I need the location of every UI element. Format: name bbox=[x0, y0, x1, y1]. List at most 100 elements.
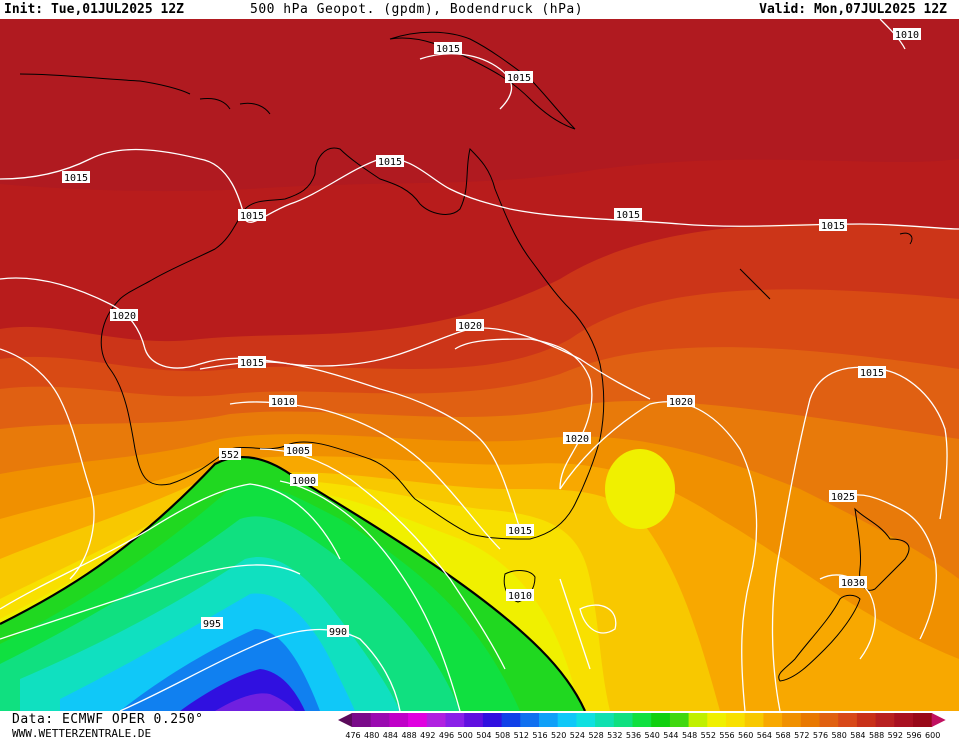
isobar-small-loop bbox=[579, 604, 617, 634]
legend-swatches bbox=[338, 713, 946, 727]
legend-swatch bbox=[913, 713, 933, 727]
isobar-1015-ng bbox=[419, 53, 513, 110]
field-592-top bbox=[0, 19, 959, 192]
legend-value: 544 bbox=[663, 731, 678, 740]
isobar-label: 1015 bbox=[240, 211, 264, 222]
legend-labels: 476 480 484 488 492 496 500 504 508 512 516 520 524 5… bbox=[345, 731, 940, 740]
field-512 bbox=[215, 693, 295, 711]
isobar-label: 1030 bbox=[841, 578, 865, 589]
legend-swatch bbox=[894, 713, 914, 727]
legend-value: 504 bbox=[476, 731, 491, 740]
legend-value: 532 bbox=[607, 731, 622, 740]
legend-swatch bbox=[464, 713, 484, 727]
legend-value: 500 bbox=[458, 731, 473, 740]
legend-value: 576 bbox=[813, 731, 828, 740]
field-556-blob bbox=[605, 449, 675, 529]
legend-value: 560 bbox=[738, 731, 753, 740]
legend-value: 580 bbox=[832, 731, 847, 740]
legend-swatch bbox=[352, 713, 372, 727]
isobar-1010-tas bbox=[559, 578, 591, 670]
legend-value: 520 bbox=[551, 731, 566, 740]
isobar-label: 1020 bbox=[669, 397, 693, 408]
legend-value: 480 bbox=[364, 731, 379, 740]
legend-value: 564 bbox=[757, 731, 772, 740]
isobar-label: 995 bbox=[203, 619, 221, 630]
isobar-990 bbox=[119, 628, 401, 711]
isobar-1030 bbox=[819, 574, 876, 660]
legend-swatch bbox=[669, 713, 690, 727]
legend-swatch bbox=[426, 713, 446, 727]
isobar-label: 1015 bbox=[240, 358, 264, 369]
legend-value: 484 bbox=[383, 731, 398, 740]
legend-swatch bbox=[856, 713, 877, 727]
color-legend: 476 480 484 488 492 496 500 504 508 512 516 520 524 5… bbox=[338, 713, 946, 740]
map-title: 500 hPa Geopot. (gpdm), Bodendruck (hPa) bbox=[250, 2, 584, 17]
init-time: Init: Tue,01JUL2025 12Z bbox=[4, 2, 185, 17]
contour-label: 552 bbox=[221, 450, 239, 461]
legend-value: 548 bbox=[682, 731, 697, 740]
data-source: Data: ECMWF OPER 0.250° bbox=[12, 712, 204, 727]
isobar-1000 bbox=[279, 480, 461, 711]
legend-swatch bbox=[838, 713, 858, 727]
legend-swatch bbox=[576, 713, 596, 727]
isobar-label: 1015 bbox=[616, 210, 640, 221]
legend-swatch bbox=[800, 713, 820, 727]
isobar-label: 1015 bbox=[378, 157, 402, 168]
isobar-label-layer: 1010 1015 1015 1015 1015 1015 1015 1015 … bbox=[62, 28, 921, 638]
isobar-1020-ring bbox=[454, 338, 593, 490]
legend-arrow-right bbox=[931, 713, 946, 727]
website-link[interactable]: WWW.WETTERZENTRALE.DE bbox=[12, 727, 152, 740]
header-bar: Init: Tue,01JUL2025 12Z 500 hPa Geopot. … bbox=[0, 0, 959, 19]
isobar-label: 1025 bbox=[831, 492, 855, 503]
isobar-label: 1020 bbox=[565, 434, 589, 445]
legend-value: 556 bbox=[719, 731, 734, 740]
legend-value: 584 bbox=[850, 731, 865, 740]
isobar-label: 1015 bbox=[436, 44, 460, 55]
isobar-label: 1010 bbox=[271, 397, 295, 408]
legend-value: 496 bbox=[439, 731, 454, 740]
legend-value: 516 bbox=[532, 731, 547, 740]
map-canvas: 1010 1015 1015 1015 1015 1015 1015 1015 … bbox=[0, 19, 959, 711]
legend-value: 524 bbox=[570, 731, 585, 740]
isobar-far-west bbox=[0, 348, 95, 580]
legend-value: 508 bbox=[495, 731, 510, 740]
legend-swatch bbox=[501, 713, 521, 727]
isobar-label: 1015 bbox=[508, 526, 532, 537]
legend-swatch bbox=[726, 713, 746, 727]
isobar-label: 1015 bbox=[64, 173, 88, 184]
isobar-label: 1015 bbox=[860, 368, 884, 379]
legend-swatch bbox=[370, 713, 390, 727]
legend-value: 592 bbox=[888, 731, 903, 740]
isobar-1015-east bbox=[559, 401, 758, 711]
legend-swatch bbox=[595, 713, 615, 727]
legend-swatch bbox=[408, 713, 428, 727]
legend-value: 540 bbox=[645, 731, 660, 740]
legend-swatch bbox=[763, 713, 783, 727]
legend-swatch bbox=[539, 713, 559, 727]
legend-value: 600 bbox=[925, 731, 940, 740]
legend-swatch bbox=[707, 713, 727, 727]
legend-value: 476 bbox=[345, 731, 360, 740]
legend-swatch bbox=[389, 713, 409, 727]
legend-swatch bbox=[744, 713, 764, 727]
isobar-label: 1020 bbox=[112, 311, 136, 322]
legend-value: 568 bbox=[775, 731, 790, 740]
legend-swatch bbox=[613, 713, 633, 727]
weather-map: 1010 1015 1015 1015 1015 1015 1015 1015 … bbox=[0, 19, 959, 711]
isobar-label: 1010 bbox=[508, 591, 532, 602]
isobar-label: 1015 bbox=[821, 221, 845, 232]
legend-value: 596 bbox=[906, 731, 921, 740]
legend-swatch bbox=[782, 713, 802, 727]
legend-swatch bbox=[445, 713, 465, 727]
legend-swatch bbox=[482, 713, 503, 727]
isobar-995 bbox=[0, 564, 301, 640]
isobar-label: 1005 bbox=[286, 446, 310, 457]
legend-swatch bbox=[875, 713, 895, 727]
legend-value: 588 bbox=[869, 731, 884, 740]
legend-swatch bbox=[651, 713, 671, 727]
isobar-1005 bbox=[259, 448, 506, 670]
legend-swatch bbox=[557, 713, 577, 727]
isobar-label: 1010 bbox=[895, 30, 919, 41]
legend-value: 536 bbox=[626, 731, 641, 740]
legend-value: 512 bbox=[514, 731, 529, 740]
